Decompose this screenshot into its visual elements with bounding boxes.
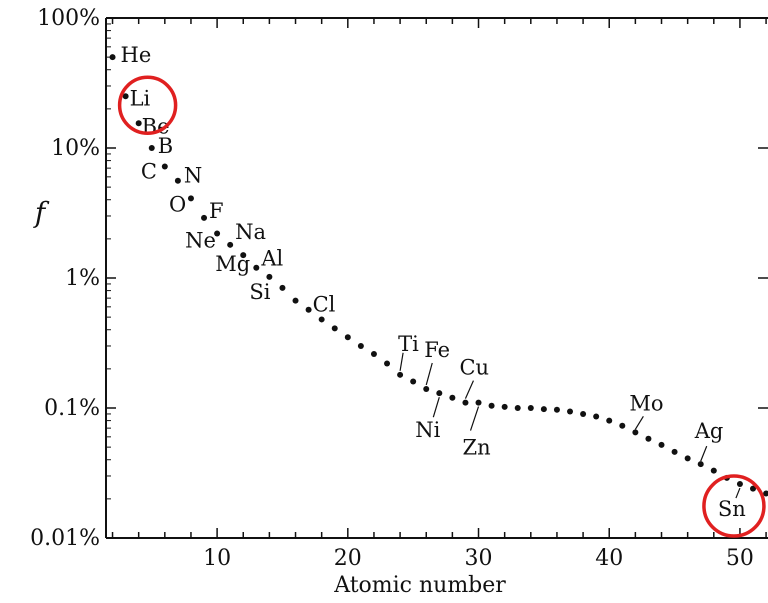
data-point bbox=[397, 371, 404, 378]
data-point bbox=[540, 406, 547, 413]
data-point bbox=[331, 325, 338, 332]
leader-line bbox=[634, 416, 644, 430]
data-point bbox=[619, 422, 626, 429]
data-point bbox=[553, 406, 560, 413]
element-label-c: C bbox=[141, 160, 157, 184]
x-tick-label: 30 bbox=[465, 546, 493, 571]
element-label-na: Na bbox=[235, 220, 266, 244]
x-axis-label: Atomic number bbox=[333, 573, 506, 598]
element-label-al: Al bbox=[260, 247, 283, 271]
data-point bbox=[593, 413, 600, 420]
data-point bbox=[750, 485, 757, 492]
y-tick-label: 0.1% bbox=[44, 396, 100, 421]
y-tick-label: 10% bbox=[51, 136, 100, 161]
data-point bbox=[266, 273, 273, 280]
data-point bbox=[240, 252, 247, 259]
element-label-b: B bbox=[158, 134, 173, 158]
data-point bbox=[384, 360, 391, 367]
x-tick-label: 20 bbox=[334, 546, 362, 571]
data-point bbox=[501, 403, 508, 410]
element-label-fe: Fe bbox=[424, 338, 450, 362]
data-point bbox=[567, 408, 574, 415]
element-label-f: F bbox=[209, 199, 224, 223]
data-point bbox=[632, 429, 639, 436]
data-point bbox=[410, 378, 417, 385]
element-label-sn: Sn bbox=[718, 497, 746, 521]
data-point bbox=[227, 241, 234, 248]
data-point bbox=[710, 467, 717, 474]
data-point bbox=[135, 120, 142, 127]
data-point bbox=[292, 297, 299, 304]
data-point bbox=[318, 316, 325, 323]
data-point bbox=[161, 163, 168, 170]
leader-line bbox=[464, 380, 474, 399]
data-point bbox=[449, 394, 456, 401]
leader-line bbox=[399, 352, 404, 371]
data-point bbox=[214, 230, 221, 237]
data-point bbox=[462, 399, 469, 406]
data-point bbox=[357, 342, 364, 349]
element-label-ti: Ti bbox=[398, 332, 419, 356]
data-point bbox=[697, 461, 704, 468]
data-point bbox=[658, 441, 665, 448]
data-point bbox=[187, 195, 194, 202]
element-label-li: Li bbox=[130, 86, 151, 110]
data-point bbox=[253, 264, 260, 271]
highlight-circle-sn bbox=[702, 474, 766, 538]
y-tick-label: 100% bbox=[37, 6, 100, 31]
leader-line bbox=[432, 397, 440, 418]
element-label-cl: Cl bbox=[313, 293, 336, 317]
leader-line bbox=[425, 362, 433, 386]
element-label-mo: Mo bbox=[629, 391, 663, 415]
y-tick-label: 0.01% bbox=[30, 526, 100, 551]
highlight-circle-li bbox=[117, 75, 178, 136]
data-point bbox=[475, 399, 482, 406]
element-label-he: He bbox=[121, 43, 152, 67]
data-point bbox=[279, 284, 286, 291]
data-point bbox=[423, 386, 430, 393]
element-label-zn: Zn bbox=[463, 436, 491, 460]
axes bbox=[105, 17, 768, 539]
leader-line bbox=[469, 406, 480, 431]
data-point bbox=[148, 145, 155, 151]
highlight-circles bbox=[117, 75, 766, 538]
data-point bbox=[344, 334, 351, 341]
data-point bbox=[436, 390, 443, 397]
data-point bbox=[488, 402, 495, 409]
data-point bbox=[736, 481, 743, 488]
element-label-si: Si bbox=[249, 280, 270, 304]
data-point bbox=[763, 490, 768, 497]
axis-ticks: 10 20 30 40 50 100% 10% 1% 0.1% 0.01% bbox=[30, 6, 768, 571]
data-point bbox=[122, 93, 129, 100]
x-tick-label: 50 bbox=[726, 546, 754, 571]
data-point bbox=[645, 435, 652, 442]
data-points bbox=[109, 54, 768, 497]
element-label-mg: Mg bbox=[215, 252, 250, 276]
data-point bbox=[527, 405, 534, 411]
data-point bbox=[606, 417, 613, 424]
element-label-ne: Ne bbox=[185, 228, 216, 252]
data-point bbox=[305, 306, 312, 313]
data-point bbox=[370, 351, 377, 358]
element-label-cu: Cu bbox=[459, 356, 489, 380]
data-point bbox=[684, 455, 691, 462]
element-label-ni: Ni bbox=[415, 418, 440, 442]
data-point bbox=[671, 448, 678, 455]
data-point bbox=[201, 214, 208, 221]
leader-line bbox=[735, 487, 741, 499]
y-tick-label: 1% bbox=[65, 266, 100, 291]
data-point bbox=[514, 405, 521, 411]
data-point bbox=[174, 177, 181, 184]
x-tick-label: 10 bbox=[203, 546, 231, 571]
data-point bbox=[580, 410, 587, 417]
y-axis-label: f bbox=[33, 196, 50, 229]
leader-line bbox=[700, 445, 708, 462]
element-label-o: O bbox=[169, 192, 186, 216]
data-point bbox=[109, 54, 116, 61]
element-label-ag: Ag bbox=[694, 419, 724, 443]
x-tick-label: 40 bbox=[595, 546, 623, 571]
element-label-n: N bbox=[184, 164, 202, 188]
